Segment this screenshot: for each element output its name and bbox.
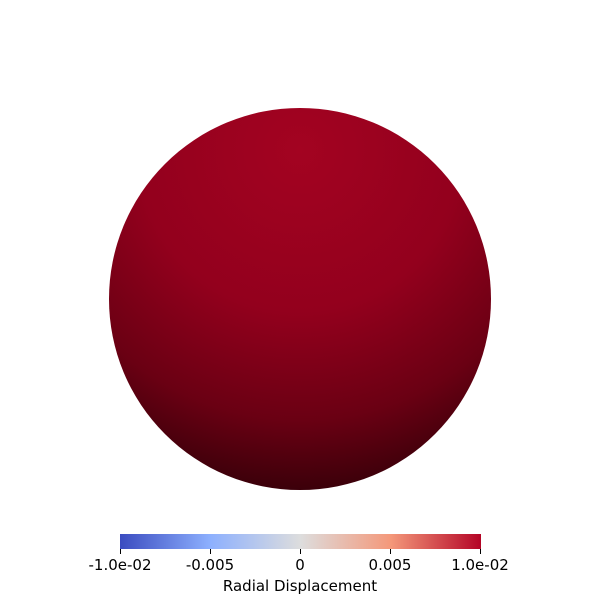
colorbar-tick xyxy=(210,549,211,554)
colorbar-tick-label: 0.005 xyxy=(368,556,412,574)
colorbar-title: Radial Displacement xyxy=(222,577,378,595)
colorbar-tick-label-zero: 0 xyxy=(295,556,305,574)
colorbar-tick-label: -0.005 xyxy=(185,556,235,574)
colorbar-tick-label-min: -1.0e-02 xyxy=(88,556,152,574)
colorbar-gradient xyxy=(120,534,481,549)
sphere-surface[interactable] xyxy=(109,108,491,490)
colorbar-tick xyxy=(480,549,481,554)
colorbar-tick xyxy=(390,549,391,554)
colorbar-tick xyxy=(300,549,301,554)
colorbar-tick-label-max: 1.0e-02 xyxy=(451,556,509,574)
colorbar-tick xyxy=(120,549,121,554)
